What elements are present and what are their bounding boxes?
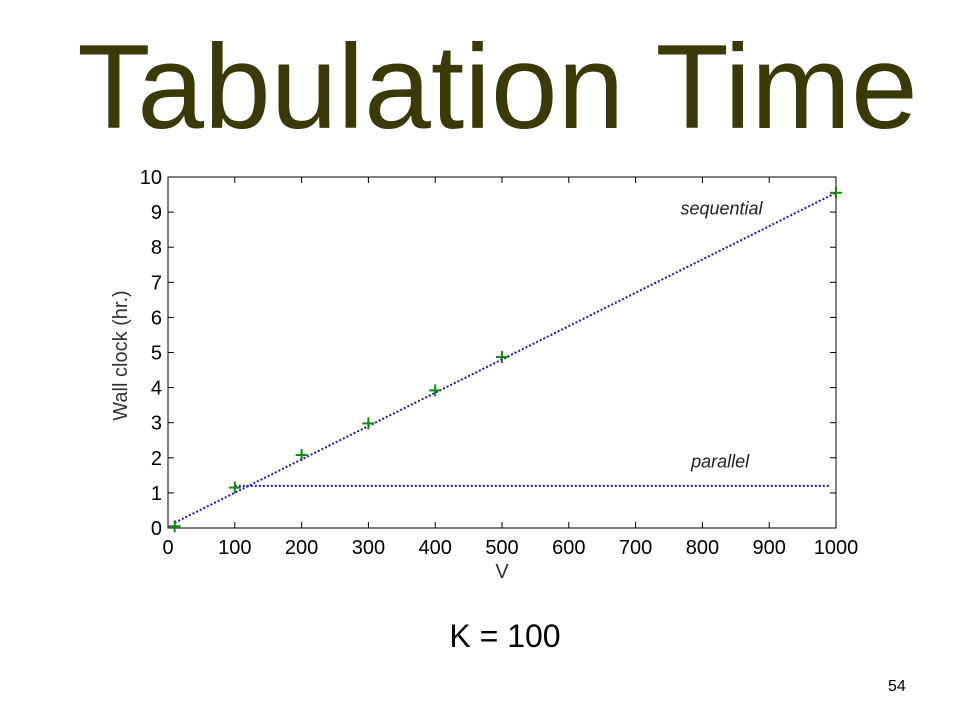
- data-point: [295, 448, 308, 461]
- annotation-parallel: parallel: [690, 451, 750, 471]
- x-tick-label: 200: [285, 537, 318, 559]
- data-point: [362, 417, 375, 430]
- x-tick-label: 600: [552, 537, 585, 559]
- data-point: [496, 351, 508, 364]
- x-tick-label: 800: [686, 537, 719, 559]
- y-tick-label: 5: [151, 343, 162, 365]
- y-tick-label: 10: [140, 167, 162, 189]
- y-tick-label: 9: [151, 202, 162, 224]
- y-axis-label: Wall clock (hr.): [110, 290, 132, 420]
- y-tick-label: 8: [151, 237, 162, 259]
- data-point: [830, 186, 842, 199]
- x-tick-label: 700: [619, 537, 652, 559]
- y-tick-label: 7: [151, 272, 162, 294]
- data-point: [168, 520, 181, 533]
- x-tick-label: 400: [419, 537, 452, 559]
- x-axis-label: V: [495, 561, 509, 583]
- data-point: [228, 481, 241, 494]
- x-tick-label: 900: [753, 537, 786, 559]
- x-tick-label: 500: [485, 537, 518, 559]
- annotation-sequential: sequential: [680, 199, 763, 219]
- y-tick-label: 3: [151, 413, 162, 435]
- y-tick-label: 4: [151, 378, 162, 400]
- x-tick-label: 1000: [814, 537, 859, 559]
- slide-number: 54: [888, 678, 906, 695]
- y-tick-label: 6: [151, 307, 162, 329]
- slide-title: Tabulation Time: [77, 20, 918, 154]
- x-tick-label: 100: [218, 537, 251, 559]
- x-tick-label: 300: [352, 537, 385, 559]
- x-tick-label: 0: [162, 537, 173, 559]
- data-point: [429, 384, 442, 397]
- y-tick-label: 2: [151, 448, 162, 470]
- y-tick-label: 0: [151, 518, 162, 540]
- y-tick-label: 1: [151, 483, 162, 505]
- chart-subtitle: K = 100: [449, 618, 561, 654]
